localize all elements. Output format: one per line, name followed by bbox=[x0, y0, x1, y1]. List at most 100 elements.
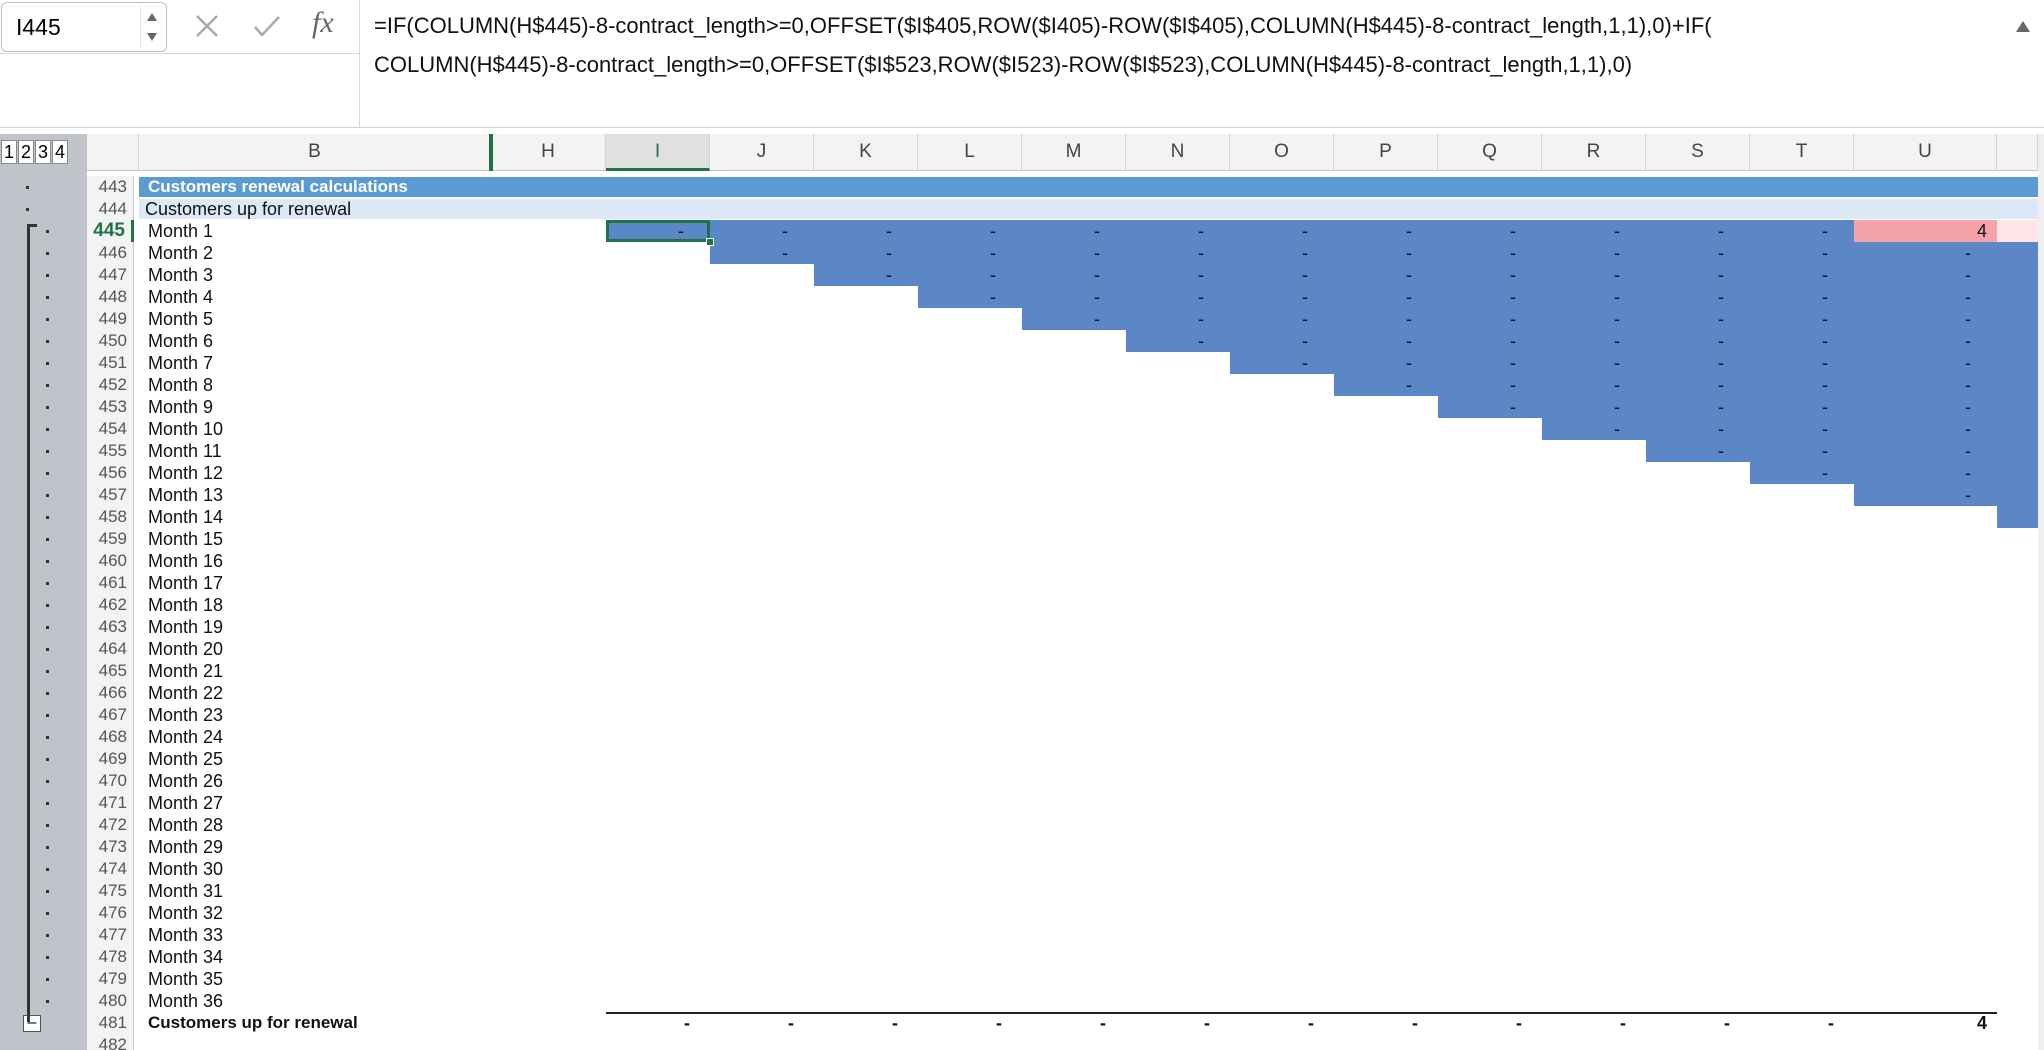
cell[interactable]: - bbox=[1542, 242, 1646, 264]
outline-level[interactable]: 1 bbox=[1, 140, 17, 164]
cell[interactable]: - bbox=[1646, 242, 1750, 264]
cell[interactable]: - bbox=[684, 1013, 690, 1033]
row-number[interactable]: 465 bbox=[87, 660, 134, 682]
cell[interactable]: - bbox=[1438, 220, 1542, 242]
cell[interactable]: - bbox=[1126, 242, 1230, 264]
cell[interactable]: - bbox=[1230, 308, 1334, 330]
cell[interactable]: - bbox=[1334, 374, 1438, 396]
row-label[interactable]: Month 10 bbox=[148, 419, 224, 439]
cell[interactable]: - bbox=[1126, 220, 1230, 242]
row-number[interactable]: 470 bbox=[87, 770, 134, 792]
row-label[interactable]: Month 5 bbox=[148, 309, 214, 329]
column-header[interactable]: N bbox=[1126, 134, 1230, 171]
column-header[interactable]: M bbox=[1022, 134, 1126, 171]
row-number[interactable]: 456 bbox=[87, 462, 134, 484]
row-label[interactable]: Month 17 bbox=[148, 573, 224, 593]
row-number[interactable]: 479 bbox=[87, 968, 134, 990]
row-number[interactable]: 447 bbox=[87, 264, 134, 286]
cell[interactable]: - bbox=[1854, 286, 1997, 308]
cell[interactable]: - bbox=[1750, 352, 1854, 374]
row-number[interactable]: 469 bbox=[87, 748, 134, 770]
cell[interactable]: - bbox=[814, 220, 918, 242]
cell[interactable]: 4 bbox=[1854, 220, 1997, 242]
cell[interactable]: - bbox=[1022, 308, 1126, 330]
row-label[interactable]: Month 23 bbox=[148, 705, 224, 725]
row-number[interactable]: 458 bbox=[87, 506, 134, 528]
cell[interactable]: - bbox=[1542, 374, 1646, 396]
row-number[interactable]: 461 bbox=[87, 572, 134, 594]
cell[interactable]: - bbox=[1750, 418, 1854, 440]
cell[interactable]: - bbox=[814, 264, 918, 286]
cell[interactable]: - bbox=[1022, 242, 1126, 264]
cell[interactable]: - bbox=[996, 1013, 1002, 1033]
row-label[interactable]: Month 19 bbox=[148, 617, 224, 637]
cell[interactable]: - bbox=[1438, 330, 1542, 352]
cell[interactable]: - bbox=[1854, 308, 1997, 330]
row-number[interactable]: 476 bbox=[87, 902, 134, 924]
cell[interactable]: - bbox=[1438, 396, 1542, 418]
row-label[interactable]: Month 29 bbox=[148, 837, 224, 857]
row-number[interactable]: 462 bbox=[87, 594, 134, 616]
cell[interactable]: - bbox=[1646, 264, 1750, 286]
row-label[interactable]: Month 18 bbox=[148, 595, 224, 615]
row-label[interactable]: Month 3 bbox=[148, 265, 214, 285]
row-label[interactable]: Month 2 bbox=[148, 243, 214, 263]
cell[interactable]: - bbox=[1230, 330, 1334, 352]
cell[interactable]: - bbox=[1750, 374, 1854, 396]
cell[interactable]: - bbox=[1022, 220, 1126, 242]
row-label[interactable]: Month 8 bbox=[148, 375, 214, 395]
cell[interactable]: - bbox=[1750, 308, 1854, 330]
row-number[interactable]: 451 bbox=[87, 352, 134, 374]
row-number[interactable]: 444 bbox=[87, 198, 134, 220]
row-label[interactable]: Month 30 bbox=[148, 859, 224, 879]
cell[interactable]: - bbox=[1542, 286, 1646, 308]
cell[interactable]: - bbox=[710, 220, 814, 242]
row-number[interactable]: 472 bbox=[87, 814, 134, 836]
cell[interactable]: - bbox=[1022, 264, 1126, 286]
cell[interactable]: 4 bbox=[1976, 1013, 1987, 1033]
cell[interactable]: - bbox=[1750, 330, 1854, 352]
cell[interactable]: - bbox=[1854, 264, 1997, 286]
name-box-spinner[interactable] bbox=[140, 6, 164, 48]
cell[interactable]: - bbox=[1438, 242, 1542, 264]
cell[interactable]: - bbox=[1412, 1013, 1418, 1033]
cell[interactable]: - bbox=[1542, 308, 1646, 330]
column-header[interactable]: O bbox=[1230, 134, 1334, 171]
formula-buttons[interactable] bbox=[195, 14, 285, 40]
row-label[interactable]: Month 15 bbox=[148, 529, 224, 549]
row-label[interactable]: Month 35 bbox=[148, 969, 224, 989]
cell[interactable]: - bbox=[1230, 220, 1334, 242]
cell[interactable]: - bbox=[1750, 462, 1854, 484]
cell[interactable]: - bbox=[1542, 396, 1646, 418]
cell[interactable]: - bbox=[788, 1013, 794, 1033]
row-label[interactable]: Month 12 bbox=[148, 463, 224, 483]
row-label[interactable]: Month 36 bbox=[148, 991, 224, 1011]
cell[interactable]: - bbox=[1646, 308, 1750, 330]
cell[interactable]: - bbox=[1230, 352, 1334, 374]
cell[interactable]: - bbox=[1438, 352, 1542, 374]
cell[interactable]: - bbox=[1854, 462, 1997, 484]
row-label[interactable]: Month 33 bbox=[148, 925, 224, 945]
cell[interactable]: - bbox=[710, 242, 814, 264]
cell[interactable]: - bbox=[1542, 352, 1646, 374]
outline-collapse[interactable]: – bbox=[23, 1015, 41, 1032]
cell[interactable]: - bbox=[1334, 308, 1438, 330]
cell[interactable]: - bbox=[1854, 330, 1997, 352]
row-number[interactable]: 468 bbox=[87, 726, 134, 748]
cell[interactable]: - bbox=[1620, 1013, 1626, 1033]
row-number[interactable]: 449 bbox=[87, 308, 134, 330]
row-label[interactable]: Customers up for renewal bbox=[145, 199, 352, 219]
row-number[interactable]: 480 bbox=[87, 990, 134, 1012]
cell[interactable]: - bbox=[606, 220, 710, 242]
cell[interactable]: - bbox=[1542, 330, 1646, 352]
name-box[interactable]: I445 bbox=[1, 2, 167, 52]
cell[interactable]: - bbox=[1334, 286, 1438, 308]
row-label[interactable]: Month 11 bbox=[148, 441, 222, 461]
cell[interactable]: - bbox=[1646, 352, 1750, 374]
column-header[interactable]: U bbox=[1854, 134, 1997, 171]
cell[interactable]: - bbox=[1854, 396, 1997, 418]
cell[interactable]: - bbox=[1750, 440, 1854, 462]
row-number[interactable]: 459 bbox=[87, 528, 134, 550]
row-label[interactable]: Month 22 bbox=[148, 683, 224, 703]
cell[interactable]: - bbox=[1334, 220, 1438, 242]
